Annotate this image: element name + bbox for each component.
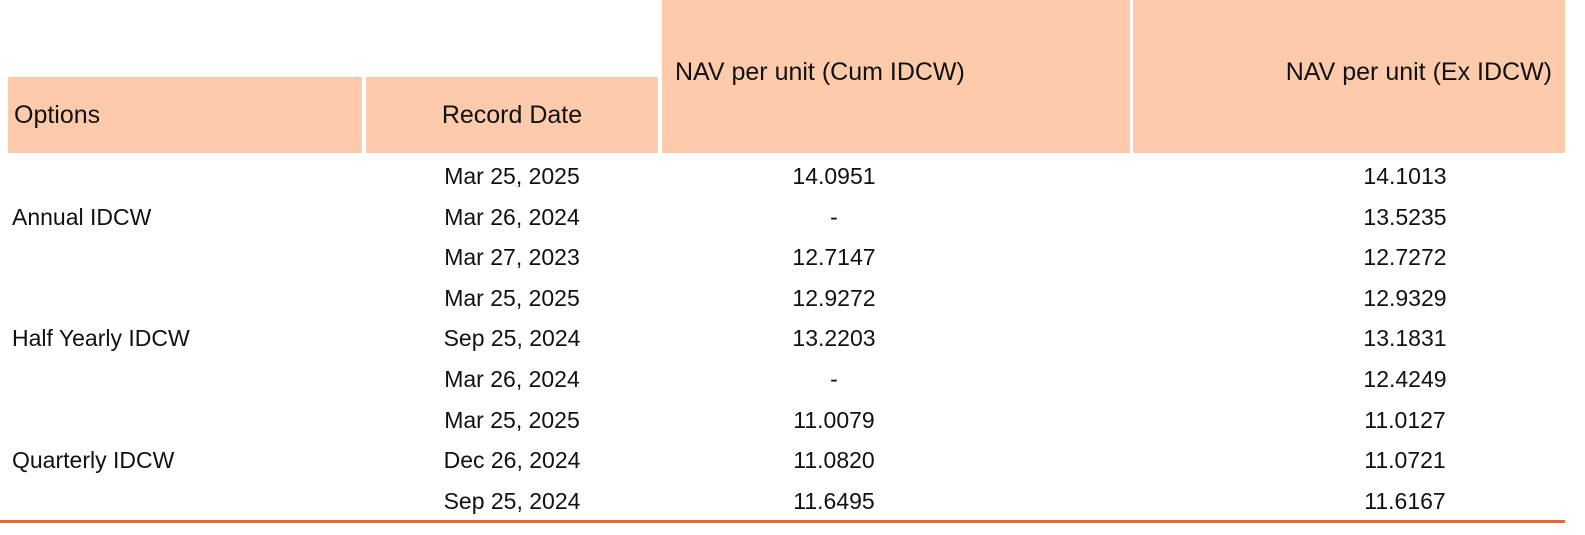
record-date: Mar 26, 2024 [444,366,580,392]
nav-cum: 12.7147 [792,244,876,271]
record-date: Mar 27, 2023 [444,244,580,271]
nav-ex: 13.5235 [1363,203,1447,230]
record-date: Sep 25, 2024 [443,487,581,514]
header-cell: NAV per unit (Ex IDCW) [1133,0,1565,153]
header-cell: NAV per unit (Cum IDCW) [662,0,1130,153]
record-date: Sep 25, 2024 [443,325,581,352]
header-text: Record Date [441,100,583,129]
nav-cum: - [830,366,838,392]
nav-cum: 11.0820 [793,447,875,474]
nav-ex: 13.1831 [1363,325,1447,352]
option-label: Quarterly IDCW [12,447,175,474]
record-date: Mar 25, 2025 [444,284,580,311]
nav-cum: 14.0951 [792,163,876,189]
record-date: Mar 25, 2025 [444,406,580,433]
header-cell: Record Date [366,77,658,153]
header-text: NAV per unit (Cum IDCW) [675,58,965,86]
nav-ex: 11.0127 [1364,406,1446,433]
nav-ex: 14.1013 [1363,163,1447,189]
nav-cum: 12.9272 [792,284,876,311]
header-text: Options [14,100,101,129]
nav-ex: 12.9329 [1363,284,1447,311]
record-date: Mar 25, 2025 [444,163,580,189]
bottom-rule [0,520,1565,523]
header-cell: Options [8,77,362,153]
record-date: Mar 26, 2024 [444,203,580,230]
nav-cum: 11.6495 [793,487,875,514]
record-date: Dec 26, 2024 [443,447,581,474]
nav-ex: 12.7272 [1363,244,1447,271]
nav-ex: 12.4249 [1363,366,1447,392]
nav-ex: 11.6167 [1364,487,1446,514]
nav-ex: 11.0721 [1364,447,1446,474]
option-label: Annual IDCW [12,203,152,230]
nav-cum: 13.2203 [792,325,876,352]
header-text: NAV per unit (Ex IDCW) [1285,58,1552,86]
option-label: Half Yearly IDCW [12,325,190,352]
nav-cum: 11.0079 [793,406,875,433]
nav-cum: - [830,203,838,230]
